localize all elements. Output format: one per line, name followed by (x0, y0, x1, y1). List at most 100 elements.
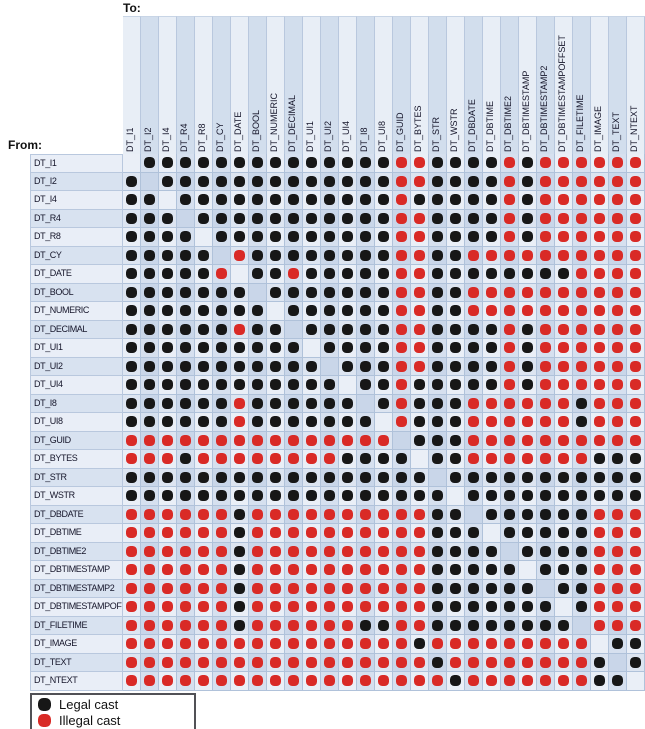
matrix-cell (195, 302, 213, 321)
row-label-DT_FILETIME: DT_FILETIME (30, 616, 123, 635)
matrix-cell (213, 320, 231, 339)
matrix-cell (303, 172, 321, 191)
matrix-cell (375, 579, 393, 598)
col-header-text: DT_FILETIME (575, 94, 585, 152)
matrix-cell (429, 154, 447, 173)
legal-cast-dot (360, 416, 371, 428)
matrix-cell (537, 320, 555, 339)
matrix-cell (195, 468, 213, 487)
illegal-cast-dot (414, 231, 425, 243)
matrix-cell (555, 524, 573, 543)
legal-cast-dot (288, 249, 299, 261)
matrix-cell (231, 357, 249, 376)
illegal-cast-dot (558, 638, 569, 650)
matrix-cell (411, 653, 429, 672)
illegal-cast-dot (504, 323, 515, 335)
legal-cast-dot (306, 157, 317, 169)
legal-cast-dot (198, 416, 209, 428)
legal-cast-dot (450, 286, 461, 298)
matrix-cell (591, 616, 609, 635)
matrix-cell (573, 357, 591, 376)
legal-cast-dot (306, 416, 317, 428)
matrix-cell (339, 320, 357, 339)
matrix-cell (393, 635, 411, 654)
legal-cast-dot (126, 397, 137, 409)
matrix-cell (357, 635, 375, 654)
matrix-cell (447, 431, 465, 450)
matrix-cell (321, 376, 339, 395)
legal-cast-dot (432, 342, 443, 354)
matrix-cell (123, 209, 141, 228)
legend: Legal cast Illegal cast (30, 693, 196, 729)
row-label-DT_DBDATE: DT_DBDATE (30, 505, 123, 524)
matrix-cell (447, 542, 465, 561)
legal-cast-dot (162, 397, 173, 409)
legal-cast-dot (522, 508, 533, 520)
illegal-cast-dot (414, 564, 425, 576)
matrix-cell (141, 561, 159, 580)
matrix-cell (573, 376, 591, 395)
illegal-cast-dot (576, 157, 587, 169)
illegal-cast-dot (594, 360, 605, 372)
matrix-cell (591, 413, 609, 432)
legal-cast-dot (198, 471, 209, 483)
matrix-cell (537, 376, 555, 395)
matrix-cell (429, 598, 447, 617)
illegal-cast-dot (378, 638, 389, 650)
matrix-cell (321, 283, 339, 302)
legal-cast-dot (306, 212, 317, 224)
legal-cast-dot (360, 175, 371, 187)
matrix-cell (573, 542, 591, 561)
matrix-cell (627, 172, 645, 191)
matrix-cell (321, 302, 339, 321)
matrix-cell (231, 246, 249, 265)
illegal-cast-dot (288, 434, 299, 446)
matrix-cell (321, 191, 339, 210)
legal-cast-dot (180, 194, 191, 206)
legal-cast-dot (252, 471, 263, 483)
matrix-cell (609, 339, 627, 358)
matrix-cell (591, 542, 609, 561)
matrix-cell (393, 598, 411, 617)
legal-cast-dot (216, 416, 227, 428)
matrix-cell (447, 468, 465, 487)
matrix-cell (123, 542, 141, 561)
matrix-cell (609, 376, 627, 395)
illegal-cast-dot (576, 360, 587, 372)
matrix-cell (195, 542, 213, 561)
matrix-cell (159, 505, 177, 524)
matrix-cell (519, 653, 537, 672)
matrix-cell (213, 635, 231, 654)
matrix-cell (447, 413, 465, 432)
matrix-cell (213, 468, 231, 487)
legal-cast-dot (198, 360, 209, 372)
illegal-cast-dot (594, 527, 605, 539)
matrix-cell (411, 413, 429, 432)
illegal-cast-dot (468, 416, 479, 428)
matrix-cell (195, 154, 213, 173)
legal-cast-dot (522, 212, 533, 224)
illegal-cast-dot (342, 601, 353, 613)
matrix-cell (321, 616, 339, 635)
legal-cast-dot (234, 286, 245, 298)
matrix-cell (249, 579, 267, 598)
illegal-cast-dot (612, 601, 623, 613)
illegal-cast-dot (468, 638, 479, 650)
matrix-cell (483, 542, 501, 561)
legal-cast-dot (522, 527, 533, 539)
matrix-cell (339, 635, 357, 654)
illegal-cast-dot (396, 638, 407, 650)
illegal-cast-dot (630, 416, 641, 428)
matrix-cell (501, 598, 519, 617)
matrix-cell (285, 579, 303, 598)
matrix-cell (375, 431, 393, 450)
illegal-cast-dot (342, 619, 353, 631)
legal-cast-dot (504, 564, 515, 576)
matrix-cell (609, 505, 627, 524)
matrix-cell (483, 320, 501, 339)
legal-cast-dot (144, 194, 155, 206)
legal-cast-dot (180, 342, 191, 354)
legal-cast-dot (306, 305, 317, 317)
legal-cast-dot (342, 194, 353, 206)
matrix-cell (375, 320, 393, 339)
